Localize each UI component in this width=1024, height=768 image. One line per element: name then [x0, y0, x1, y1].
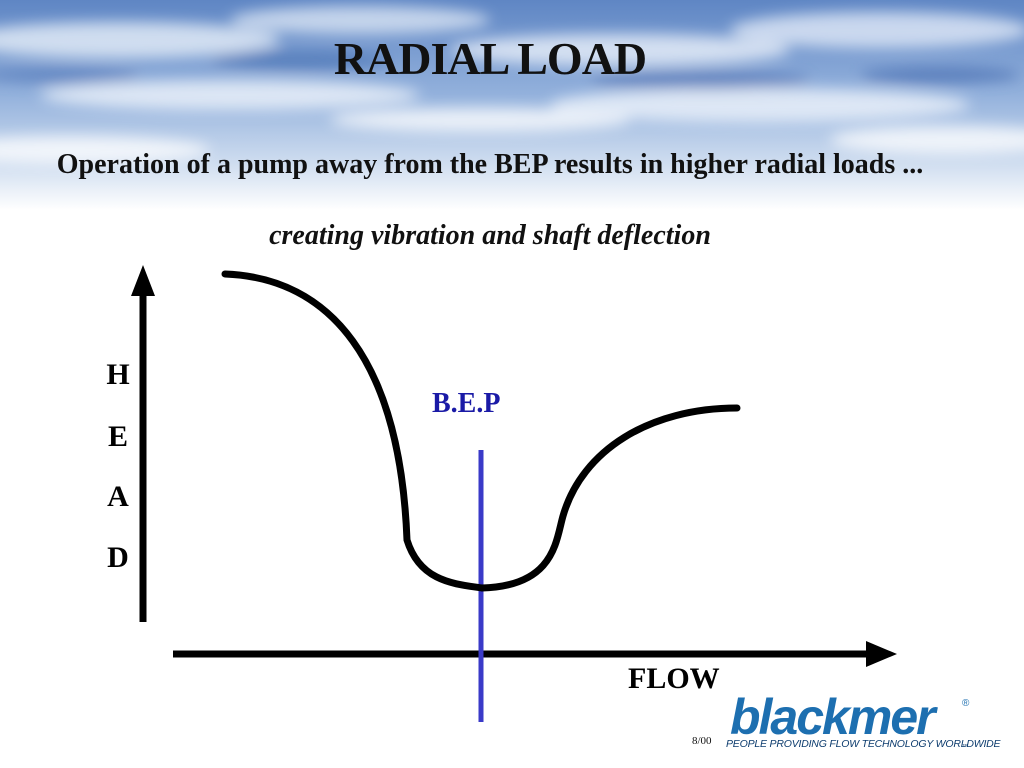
bep-label: B.E.P — [432, 388, 501, 419]
logo-tagline: PEOPLE PROVIDING FLOW TECHNOLOGY WORLDWI… — [726, 738, 1001, 750]
slide-subtitle: Operation of a pump away from the BEP re… — [56, 149, 924, 180]
y-axis-letter-d: D — [107, 541, 129, 574]
logo-wordmark: blackmer — [730, 689, 936, 745]
x-axis-label: FLOW — [628, 662, 720, 695]
slide-subtitle-italic: creating vibration and shaft deflection — [269, 220, 711, 251]
slide-date: 8/00 — [692, 735, 712, 747]
radial-load-curve — [221, 270, 741, 592]
slide-title: RADIAL LOAD — [333, 33, 647, 84]
header-banner — [0, 0, 1024, 210]
blackmer-logo: blackmer ® PEOPLE PROVIDING FLOW TECHNOL… — [724, 689, 1001, 754]
y-axis-letter-a: A — [107, 480, 129, 513]
trademark-mark: ™ — [962, 744, 968, 750]
y-axis-letter-e: E — [107, 420, 128, 453]
water-background — [0, 0, 1024, 210]
y-axis-letter-h: H — [106, 358, 130, 391]
y-axis-arrowhead — [131, 265, 155, 296]
registered-mark: ® — [962, 698, 970, 709]
x-axis-arrowhead — [866, 641, 897, 667]
